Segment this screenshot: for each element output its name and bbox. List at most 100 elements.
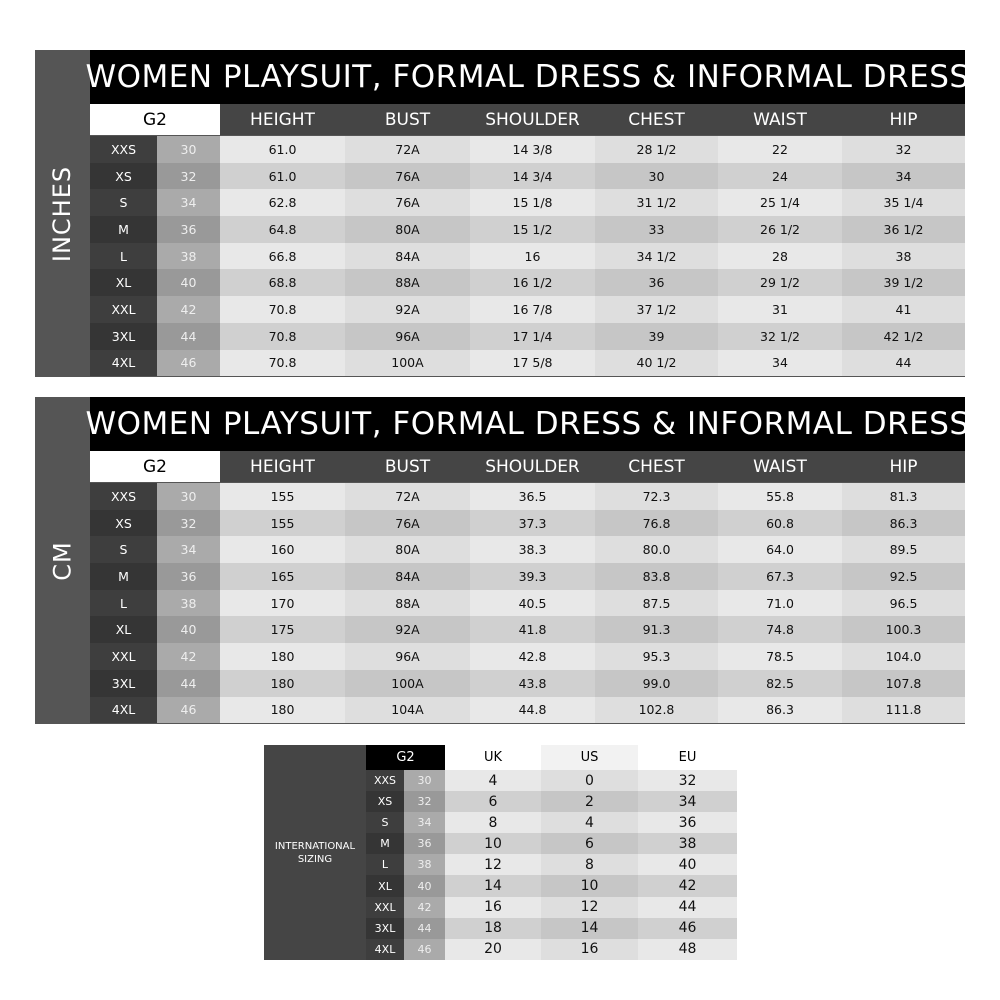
cell-chest: 40 1/2 (595, 349, 718, 377)
cell-eu: 40 (638, 854, 737, 876)
cell-us: 2 (541, 791, 638, 813)
cell-eu: 34 (638, 791, 737, 813)
column-header-waist: WAIST (753, 456, 807, 477)
cell-shoulder: 37.3 (470, 509, 595, 537)
size-number: 44 (157, 669, 220, 697)
cell-us: 0 (541, 770, 638, 792)
cell-uk: 20 (445, 938, 541, 960)
column-header-height: HEIGHT (250, 456, 315, 477)
size-label: 3XL (90, 322, 157, 350)
cell-waist: 32 1/2 (718, 322, 842, 350)
cell-bust: 80A (345, 536, 470, 564)
cell-hip: 39 1/2 (842, 269, 965, 297)
cell-shoulder: 44.8 (470, 696, 595, 724)
cell-chest: 37 1/2 (595, 296, 718, 323)
cell-waist: 78.5 (718, 643, 842, 670)
cell-height: 180 (220, 696, 345, 724)
cell-bust: 88A (345, 589, 470, 617)
size-number: 36 (404, 833, 445, 855)
side-label-text: CM (48, 540, 77, 581)
cell-waist: 34 (718, 349, 842, 377)
table-row: XL 40 175 92A 41.8 91.3 74.8 100.3 (90, 616, 965, 644)
cell-height: 70.8 (220, 296, 345, 323)
column-header-chest: CHEST (628, 456, 685, 477)
cell-bust: 76A (345, 162, 470, 190)
cell-shoulder: 43.8 (470, 669, 595, 697)
size-number: 32 (404, 791, 445, 813)
cell-eu: 32 (638, 770, 737, 792)
cell-hip: 107.8 (842, 669, 965, 697)
cell-chest: 34 1/2 (595, 242, 718, 270)
cell-chest: 33 (595, 216, 718, 243)
column-header-us: US (541, 745, 638, 770)
cell-height: 155 (220, 483, 345, 510)
cell-waist: 31 (718, 296, 842, 323)
g2-header: G2 (90, 104, 220, 135)
cell-shoulder: 40.5 (470, 589, 595, 617)
cell-eu: 38 (638, 833, 737, 855)
size-number: 34 (157, 189, 220, 217)
cell-shoulder: 17 5/8 (470, 349, 595, 377)
size-label: XXS (90, 136, 157, 163)
cell-chest: 102.8 (595, 696, 718, 724)
cell-height: 175 (220, 616, 345, 644)
size-label: S (366, 812, 404, 834)
cell-height: 62.8 (220, 189, 345, 217)
cell-height: 180 (220, 669, 345, 697)
size-number: 38 (404, 854, 445, 876)
cell-hip: 111.8 (842, 696, 965, 724)
size-number: 40 (404, 875, 445, 897)
cell-uk: 18 (445, 917, 541, 939)
size-label: XL (366, 875, 404, 897)
cell-us: 12 (541, 896, 638, 918)
cell-height: 180 (220, 643, 345, 670)
cell-bust: 104A (345, 696, 470, 724)
side-label-text: INCHES (48, 165, 77, 262)
cell-shoulder: 15 1/2 (470, 216, 595, 243)
cell-eu: 42 (638, 875, 737, 897)
cell-bust: 92A (345, 296, 470, 323)
size-number: 34 (157, 536, 220, 564)
table-row: L 38 12 8 40 (366, 854, 737, 876)
size-label: M (90, 563, 157, 590)
size-label: 4XL (366, 938, 404, 960)
column-header-hip: HIP (889, 109, 918, 130)
cell-chest: 28 1/2 (595, 136, 718, 163)
cell-shoulder: 17 1/4 (470, 322, 595, 350)
cell-bust: 100A (345, 669, 470, 697)
cell-hip: 32 (842, 136, 965, 163)
cell-us: 6 (541, 833, 638, 855)
size-label: XXL (90, 643, 157, 670)
table-row: M 36 64.8 80A 15 1/2 33 26 1/2 36 1/2 (90, 216, 965, 243)
size-number: 32 (157, 509, 220, 537)
size-number: 46 (157, 696, 220, 724)
cell-bust: 80A (345, 216, 470, 243)
table-title: WOMEN PLAYSUIT, FORMAL DRESS & INFORMAL … (85, 397, 969, 451)
column-header-eu: EU (638, 745, 737, 770)
cell-shoulder: 36.5 (470, 483, 595, 510)
cell-chest: 87.5 (595, 589, 718, 617)
size-label: XS (90, 162, 157, 190)
cell-hip: 44 (842, 349, 965, 377)
header-row: G2 HEIGHT BUST SHOULDER CHEST WAIST HIP (90, 451, 965, 482)
table-row: S 34 160 80A 38.3 80.0 64.0 89.5 (90, 536, 965, 564)
cell-eu: 44 (638, 896, 737, 918)
cell-waist: 22 (718, 136, 842, 163)
cell-hip: 38 (842, 242, 965, 270)
cell-chest: 31 1/2 (595, 189, 718, 217)
size-label: 4XL (90, 696, 157, 724)
table-row: 3XL 44 180 100A 43.8 99.0 82.5 107.8 (90, 669, 965, 697)
cell-bust: 72A (345, 136, 470, 163)
size-number: 32 (157, 162, 220, 190)
cell-bust: 76A (345, 509, 470, 537)
cell-shoulder: 16 7/8 (470, 296, 595, 323)
column-header-waist: WAIST (753, 109, 807, 130)
size-label: L (90, 242, 157, 270)
size-number: 42 (157, 296, 220, 323)
cell-waist: 24 (718, 162, 842, 190)
cell-eu: 36 (638, 812, 737, 834)
cell-us: 4 (541, 812, 638, 834)
table-row: S 34 62.8 76A 15 1/8 31 1/2 25 1/4 35 1/4 (90, 189, 965, 217)
table-row: 4XL 46 20 16 48 (366, 938, 737, 960)
cell-hip: 86.3 (842, 509, 965, 537)
